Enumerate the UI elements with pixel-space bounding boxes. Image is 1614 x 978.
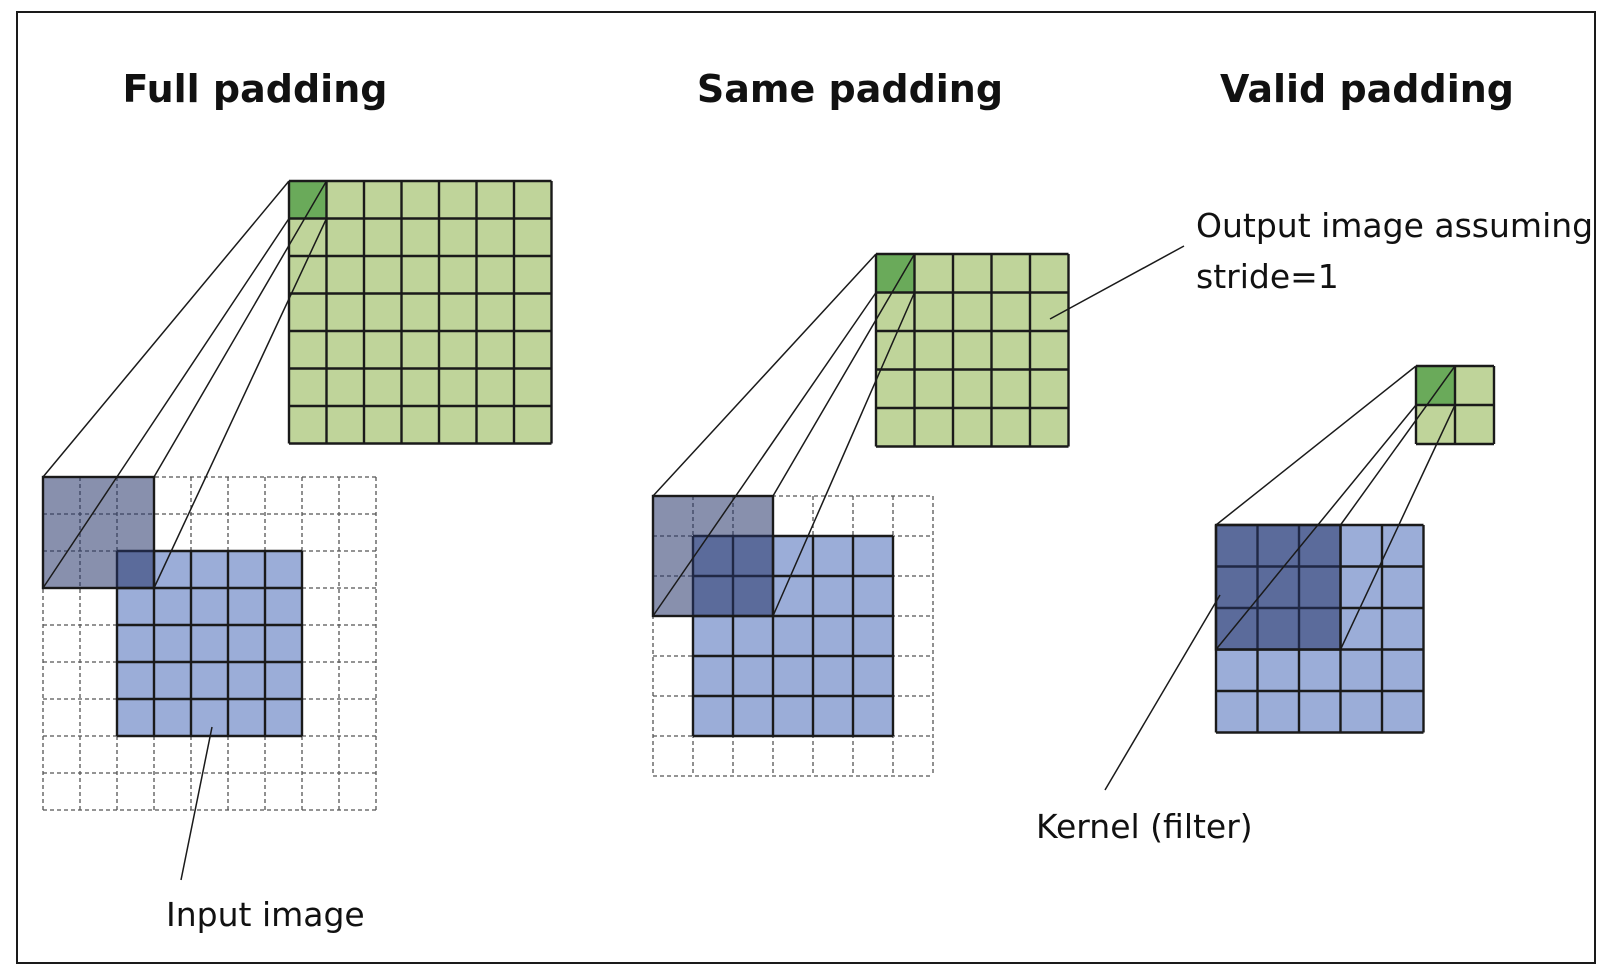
full-padding-title: Full padding [123,67,388,111]
valid-padding-panel [1216,366,1494,733]
full-padding-panel [43,181,552,810]
valid-padding-title: Valid padding [1220,67,1514,111]
valid-projection-line-0 [1216,366,1416,525]
valid-projection-line-2 [1341,366,1456,525]
same-padding-panel [653,254,1069,776]
kernel-leader [1105,595,1220,790]
same-kernel [653,496,773,616]
valid-kernel [1216,525,1341,650]
output-image-leader [1050,246,1184,319]
input-image-leader [181,727,212,880]
output-image-label-line2: stride=1 [1196,257,1339,296]
valid-output-grid-first-cell [1416,366,1455,405]
full-output-grid-fill [289,181,552,444]
same-projection-line-0 [653,254,876,496]
full-projection-line-0 [43,181,289,477]
input-image-label: Input image [166,895,365,934]
same-padding-title: Same padding [697,67,1003,111]
kernel-filter-label: Kernel (filter) [1036,807,1253,846]
full-projection-line-1 [43,219,289,589]
output-image-label: Output image assuming [1196,206,1593,245]
full-kernel [43,477,154,588]
